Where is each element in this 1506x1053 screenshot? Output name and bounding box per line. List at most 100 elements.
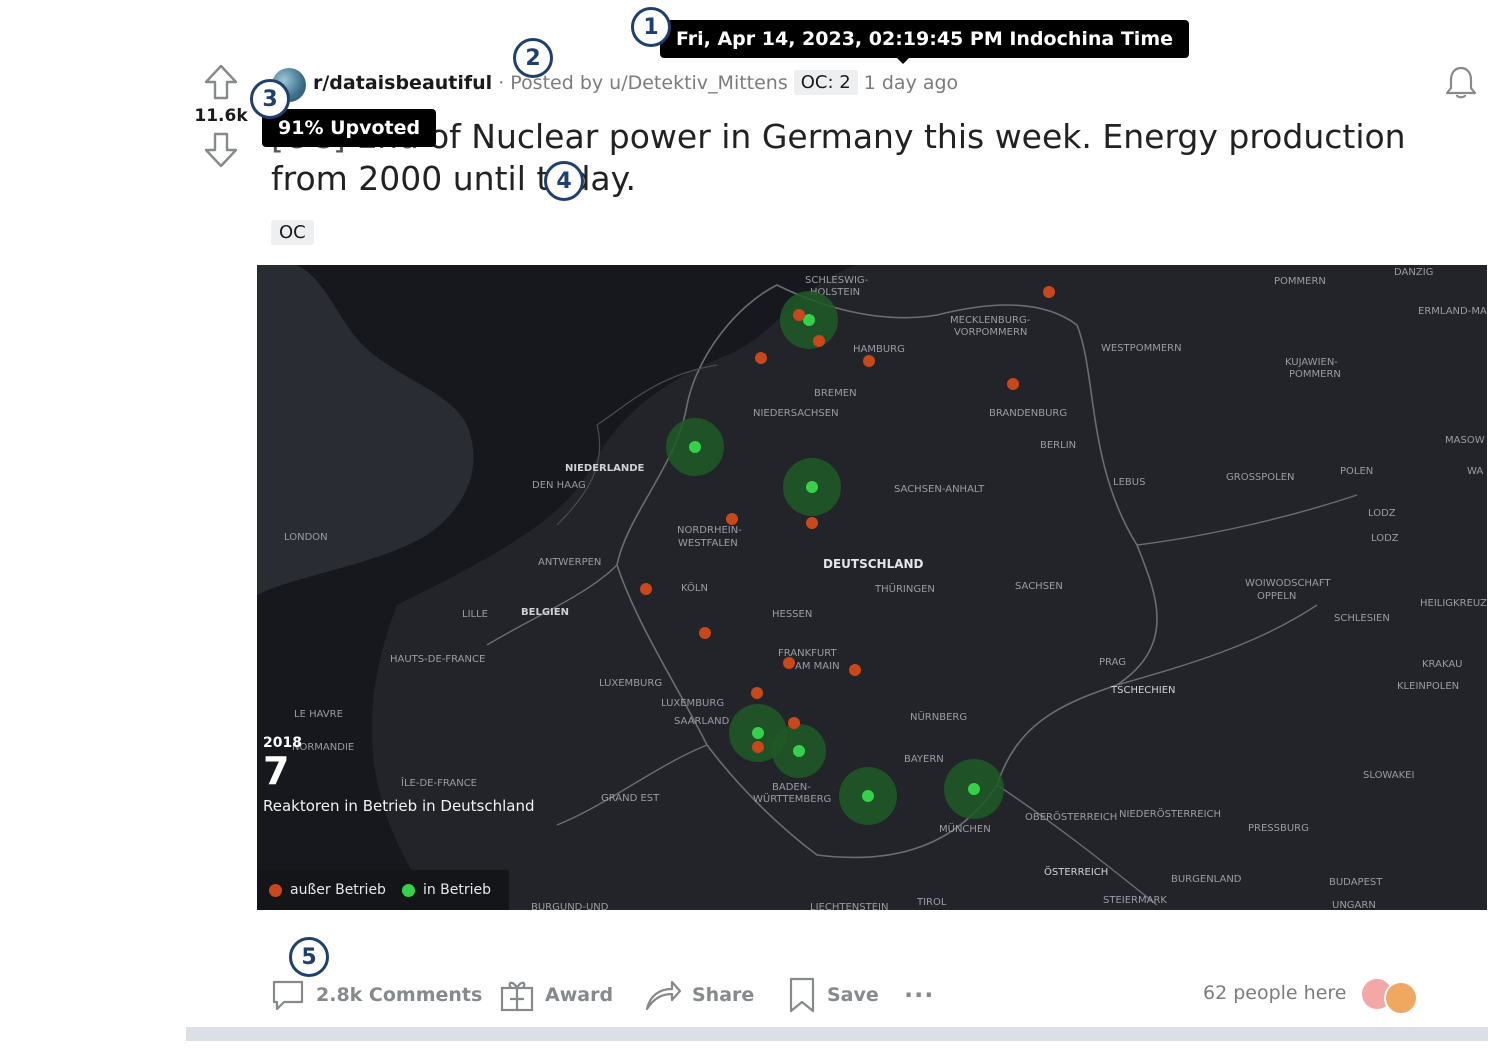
label-muenchen: MÜNCHEN <box>939 822 991 835</box>
label-masow: MASOW <box>1445 435 1485 446</box>
label-heilig: HEILIGKREUZ <box>1420 598 1487 609</box>
label-antwerpen: ANTWERPEN <box>538 557 601 568</box>
reactor-on-7 <box>968 783 980 795</box>
annotation-badge-1: 1 <box>631 7 671 47</box>
label-bw2: WÜRTTEMBERG <box>753 792 831 805</box>
share-arrow-icon <box>645 980 682 1011</box>
map-reactor-count: 7 <box>263 749 290 793</box>
map-caption: Reaktoren in Betrieb in Deutschland <box>263 797 535 815</box>
label-lehavre: LE HAVRE <box>294 709 343 720</box>
label-hamburg: HAMBURG <box>853 344 905 355</box>
upvote-button[interactable] <box>201 62 241 102</box>
reactors-out-of-operation <box>640 286 1055 753</box>
downvote-arrow-icon <box>204 132 238 168</box>
award-button[interactable]: Award <box>499 970 613 1020</box>
upvote-arrow-icon <box>204 64 238 100</box>
label-burgenland: BURGENLAND <box>1171 874 1242 885</box>
comments-button[interactable]: 2.8k Comments <box>270 970 482 1020</box>
notification-bell-button[interactable] <box>1442 64 1480 106</box>
reactor-on-6 <box>862 790 874 802</box>
downvote-button[interactable] <box>201 130 241 170</box>
label-woiwod1: WOIWODSCHAFT <box>1245 578 1331 589</box>
label-hessen: HESSEN <box>772 609 812 620</box>
post-title[interactable]: [OC] Endof Nuclear power in Germany this… <box>271 116 1471 200</box>
label-nuernberg: NÜRNBERG <box>910 710 967 723</box>
timestamp-tooltip: Fri, Apr 14, 2023, 02:19:45 PM Indochina… <box>660 20 1190 58</box>
label-krakau: KRAKAU <box>1422 659 1462 670</box>
bookmark-icon <box>789 977 815 1013</box>
share-button[interactable]: Share <box>644 970 754 1020</box>
label-grandest: GRAND EST <box>601 793 660 804</box>
legend-dot-on <box>401 883 415 897</box>
label-bremen: BREMEN <box>814 388 857 399</box>
post-action-bar: 2.8k Comments Award Share Save ··· <box>186 970 1486 1020</box>
viewer-avatar-2 <box>1384 981 1418 1015</box>
label-slowakei: SLOWAKEI <box>1363 770 1414 781</box>
user-flair: OC: 2 <box>793 70 858 95</box>
label-hauts: HAUTS-DE-FRANCE <box>390 654 485 665</box>
post-timestamp[interactable]: 1 day ago <box>863 71 959 94</box>
map-labels: SCHLESWIG- HOLSTEIN MECKLENBURG- VORPOMM… <box>284 267 1487 910</box>
reactor-on-4 <box>752 727 764 739</box>
comments-label: 2.8k Comments <box>316 984 483 1006</box>
label-kleinpolen: KLEINPOLEN <box>1397 681 1459 692</box>
country-borders <box>486 494 1358 906</box>
annotation-badge-2: 2 <box>513 38 553 78</box>
post-image-map[interactable]: SCHLESWIG- HOLSTEIN MECKLENBURG- VORPOMM… <box>257 265 1487 910</box>
label-niederlande: NIEDERLANDE <box>565 463 645 474</box>
award-gift-icon <box>500 981 534 1012</box>
label-lodz2: LODZ <box>1371 533 1399 544</box>
label-pressburg: PRESSBURG <box>1248 823 1309 834</box>
label-frankfurt2: AM MAIN <box>795 661 840 672</box>
post-header: r/dataisbeautiful · Posted by u/Detektiv… <box>313 70 958 95</box>
label-schleswig: SCHLESWIG- <box>805 275 869 286</box>
reactors-in-operation <box>666 291 1004 825</box>
save-button[interactable]: Save <box>787 970 879 1020</box>
timestamp-tooltip-arrow <box>896 57 910 64</box>
legend-dot-off <box>269 883 282 897</box>
label-koeln: KÖLN <box>681 581 708 594</box>
map-canvas: SCHLESWIG- HOLSTEIN MECKLENBURG- VORPOMM… <box>257 265 1487 910</box>
annotation-badge-3: 3 <box>250 79 290 119</box>
annotation-badge-4: 4 <box>544 161 584 201</box>
label-mecklenburg: MECKLENBURG- <box>950 315 1031 326</box>
label-bw1: BADEN- <box>772 782 811 793</box>
comment-icon <box>272 980 304 1011</box>
label-london: LONDON <box>284 532 328 543</box>
reactor-on-3 <box>806 481 818 493</box>
label-saarland: SAARLAND <box>674 716 730 727</box>
bell-icon <box>1445 66 1477 99</box>
uk-landmass <box>257 265 474 595</box>
vote-score: 11.6k <box>194 106 248 126</box>
label-ungarn: UNGARN <box>1332 900 1376 910</box>
label-oesterreich: ÖSTERREICH <box>1044 865 1108 878</box>
label-luxemburg: LUXEMBURG <box>599 678 662 689</box>
label-kujawien: KUJAWIEN- <box>1285 357 1338 368</box>
label-lebus: LEBUS <box>1113 477 1145 488</box>
posted-by-link[interactable]: · Posted by u/Detektiv_Mittens <box>498 71 788 94</box>
label-iledefrance: ÎLE-DE-FRANCE <box>400 776 477 789</box>
label-luxemburg2: LUXEMBURG <box>661 698 724 709</box>
award-label: Award <box>545 984 614 1006</box>
label-sachsenanhalt: SACHSEN-ANHALT <box>894 484 985 495</box>
post-flair[interactable]: OC <box>271 220 314 245</box>
subreddit-link[interactable]: r/dataisbeautiful <box>313 71 493 94</box>
reactor-on-1 <box>803 314 815 326</box>
label-vorpommern: VORPOMMERN <box>954 327 1027 338</box>
label-wa: WA <box>1467 466 1483 477</box>
vote-column: 11.6k <box>186 62 256 170</box>
label-normandie: NORMANDIE <box>292 742 354 753</box>
label-polen: POLEN <box>1340 466 1373 477</box>
label-denhaag: DEN HAAG <box>532 480 586 491</box>
label-deutschland: DEUTSCHLAND <box>823 557 924 571</box>
more-options-button[interactable]: ··· <box>904 981 935 1009</box>
label-sachsen: SACHSEN <box>1015 581 1063 592</box>
label-tirol: TIROL <box>916 897 947 908</box>
label-pommern: POMMERN <box>1274 276 1326 287</box>
label-nrw1: NORDRHEIN- <box>677 525 742 536</box>
label-kujawien2: POMMERN <box>1289 369 1341 380</box>
label-thueringen: THÜRINGEN <box>874 582 935 595</box>
label-lille: LILLE <box>462 609 488 620</box>
label-holstein: HOLSTEIN <box>810 287 860 298</box>
post-divider <box>186 1027 1488 1041</box>
